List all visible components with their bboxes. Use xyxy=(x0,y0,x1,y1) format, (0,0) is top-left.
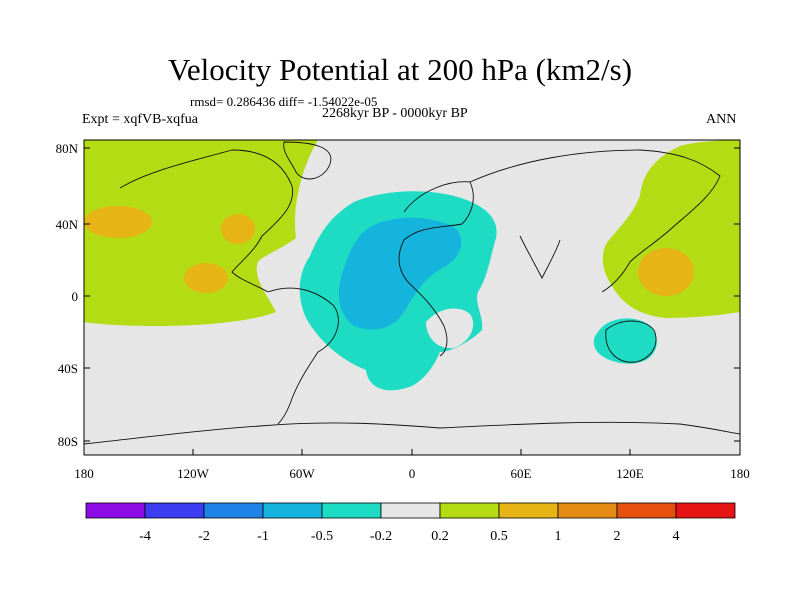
colorbar-box-3 xyxy=(203,502,264,519)
colorbar-label-1: -4 xyxy=(139,529,151,544)
colorbar-box-6 xyxy=(380,502,441,519)
season-label: ANN xyxy=(706,112,737,127)
colorbar-label-6: 0.2 xyxy=(431,529,449,544)
orange-max-3 xyxy=(184,263,228,293)
lat-label-80s: 80S xyxy=(58,434,78,449)
orange-max-4 xyxy=(638,248,694,296)
colorbar-label-2: -2 xyxy=(198,529,210,544)
colorbar: -4 -2 -1 -0.5 -0.2 0.2 0.5 1 2 4 xyxy=(85,502,736,544)
plot-title: Velocity Potential at 200 hPa (km2/s) xyxy=(167,52,633,87)
coast-india xyxy=(519,235,561,280)
colorbar-label-5: -0.2 xyxy=(370,529,392,544)
coast-north-america xyxy=(119,149,294,293)
colorbar-box-7 xyxy=(439,502,500,519)
colorbar-box-1 xyxy=(85,502,146,519)
colorbar-label-9: 2 xyxy=(614,529,621,544)
coast-antarctica xyxy=(84,421,740,445)
lon-label-60e: 60E xyxy=(511,466,532,481)
experiment-label: Expt = xqfVB-xqfua xyxy=(82,112,198,127)
coast-south-america xyxy=(267,287,339,425)
coast-asia xyxy=(469,149,721,293)
orange-max-1 xyxy=(84,206,152,238)
orange-max-2 xyxy=(221,214,255,244)
colorbar-label-8: 1 xyxy=(555,529,562,544)
colorbar-box-9 xyxy=(557,502,618,519)
colorbar-box-10 xyxy=(616,502,677,519)
colorbar-box-4 xyxy=(262,502,323,519)
negative-core-atlantic xyxy=(338,217,462,330)
colorbar-label-4: -0.5 xyxy=(311,529,333,544)
lon-label-120e: 120E xyxy=(616,466,644,481)
lat-label-80n: 80N xyxy=(56,141,79,156)
coast-europe-africa xyxy=(398,181,474,357)
lon-label-60w: 60W xyxy=(289,466,315,481)
coast-greenland xyxy=(283,141,332,180)
period-label: 2268kyr BP - 0000kyr BP xyxy=(322,106,468,121)
map-panel xyxy=(84,140,740,455)
coastlines xyxy=(84,141,740,445)
lon-label-0: 0 xyxy=(409,466,416,481)
lon-label-120w: 120W xyxy=(177,466,210,481)
coast-australia xyxy=(605,320,657,363)
positive-region-west xyxy=(84,140,318,326)
neutral-notch-south-africa xyxy=(426,308,474,349)
colorbar-label-7: 0.5 xyxy=(490,529,508,544)
axis-ticks xyxy=(83,147,741,455)
lon-label-180w: 180 xyxy=(74,466,94,481)
negative-region-australia xyxy=(593,318,657,364)
colorbar-box-5 xyxy=(321,502,382,519)
stats-line: rmsd= 0.286436 diff= -1.54022e-05 xyxy=(190,94,378,109)
lat-label-40n: 40N xyxy=(56,217,79,232)
colorbar-box-11 xyxy=(675,502,736,519)
colorbar-box-2 xyxy=(144,502,205,519)
lat-label-0: 0 xyxy=(72,289,79,304)
lat-label-40s: 40S xyxy=(58,361,78,376)
colorbar-label-10: 4 xyxy=(673,529,680,544)
lon-label-180e: 180 xyxy=(730,466,750,481)
colorbar-box-8 xyxy=(498,502,559,519)
colorbar-label-3: -1 xyxy=(257,529,269,544)
